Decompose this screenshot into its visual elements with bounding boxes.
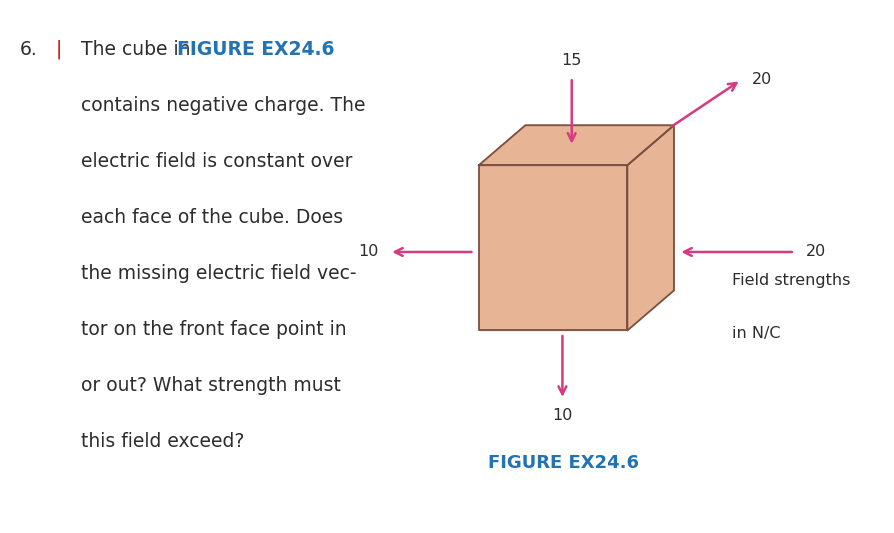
Text: 10: 10	[552, 408, 572, 423]
Text: each face of the cube. Does: each face of the cube. Does	[80, 208, 342, 227]
Text: tor on the front face point in: tor on the front face point in	[80, 320, 346, 339]
Text: contains negative charge. The: contains negative charge. The	[80, 96, 365, 115]
Text: Field strengths: Field strengths	[731, 272, 849, 288]
Polygon shape	[627, 125, 673, 330]
Text: or out? What strength must: or out? What strength must	[80, 376, 340, 395]
Text: this field exceed?: this field exceed?	[80, 432, 244, 451]
Text: FIGURE EX24.6: FIGURE EX24.6	[177, 40, 334, 59]
Text: 20: 20	[751, 72, 772, 87]
Text: 6.: 6.	[20, 40, 38, 59]
Polygon shape	[478, 165, 627, 330]
Text: in N/C: in N/C	[731, 326, 780, 341]
Polygon shape	[478, 125, 673, 165]
Text: |: |	[55, 40, 62, 60]
Text: 10: 10	[358, 245, 378, 260]
Text: FIGURE EX24.6: FIGURE EX24.6	[487, 454, 638, 472]
Text: electric field is constant over: electric field is constant over	[80, 152, 351, 171]
Text: 15: 15	[561, 53, 581, 68]
Text: the missing electric field vec-: the missing electric field vec-	[80, 264, 356, 283]
Text: The cube in: The cube in	[80, 40, 196, 59]
Text: 20: 20	[805, 245, 825, 260]
